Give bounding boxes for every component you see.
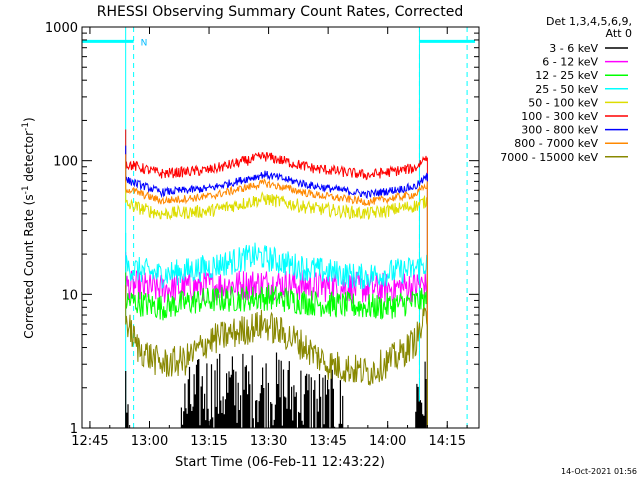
y-axis-label-mid: detector (22, 131, 36, 186)
x-tick-label-5: 14:00 (369, 434, 406, 449)
y-axis: 1 10 100 1000 (45, 21, 479, 437)
series-line-5 (125, 129, 428, 428)
series-line-0 (125, 352, 428, 428)
legend-label-1: 6 - 12 keV (542, 56, 598, 69)
plot-frame (81, 26, 480, 429)
saa-marker-label: N (141, 38, 148, 48)
x-tick-label-2: 13:15 (190, 434, 227, 449)
y-tick-label-2: 100 (53, 155, 78, 170)
x-tick-label-3: 13:30 (250, 434, 287, 449)
series-line-8 (125, 285, 428, 428)
y-axis-label-main: Corrected Count Rate (s (22, 194, 36, 338)
chart-title: RHESSI Observing Summary Count Rates, Co… (97, 4, 463, 20)
series-group (125, 129, 428, 428)
plot-area: N (82, 27, 476, 428)
observing-markers: N (82, 27, 476, 428)
x-tick-label-1: 13:00 (131, 434, 168, 449)
x-axis-label: Start Time (06-Feb-11 12:43:22) (175, 455, 385, 470)
y-tick-label-1: 10 (61, 288, 78, 303)
y-axis-label-sup1: -1 (21, 185, 31, 194)
legend-label-0: 3 - 6 keV (549, 42, 598, 55)
x-tick-label-0: 12:45 (71, 434, 108, 449)
legend-label-2: 12 - 25 keV (535, 69, 598, 82)
series-line-4 (125, 170, 428, 428)
legend-label-8: 7000 - 15000 keV (500, 151, 598, 164)
legend-label-6: 300 - 800 keV (521, 124, 598, 137)
series-line-1 (125, 252, 428, 428)
series-line-6 (125, 145, 428, 428)
legend-title-2: Att 0 (606, 27, 632, 40)
legend-label-7: 800 - 7000 keV (514, 137, 598, 150)
legend-title-1: Det 1,3,4,5,6,9, (546, 15, 632, 28)
x-tick-label-6: 14:15 (429, 434, 466, 449)
x-axis: 12:45 13:00 13:15 13:30 13:45 14:00 14:15 (71, 27, 468, 449)
x-tick-label-4: 13:45 (309, 434, 346, 449)
y-axis-label-end: ) (22, 117, 36, 122)
series-line-7 (125, 154, 428, 428)
y-tick-label-3: 1000 (45, 21, 78, 36)
y-tick-label-0: 1 (70, 422, 78, 437)
legend-label-3: 25 - 50 keV (535, 83, 598, 96)
y-axis-label-sup2: -1 (21, 122, 31, 131)
legend-label-5: 100 - 300 keV (521, 110, 598, 123)
generation-timestamp: 14-Oct-2021 01:56 (561, 467, 637, 476)
series-line-3 (125, 232, 428, 428)
series-line-2 (125, 266, 428, 428)
y-axis-label: Corrected Count Rate (s-1 detector-1) (21, 117, 36, 338)
legend-label-4: 50 - 100 keV (528, 96, 598, 109)
